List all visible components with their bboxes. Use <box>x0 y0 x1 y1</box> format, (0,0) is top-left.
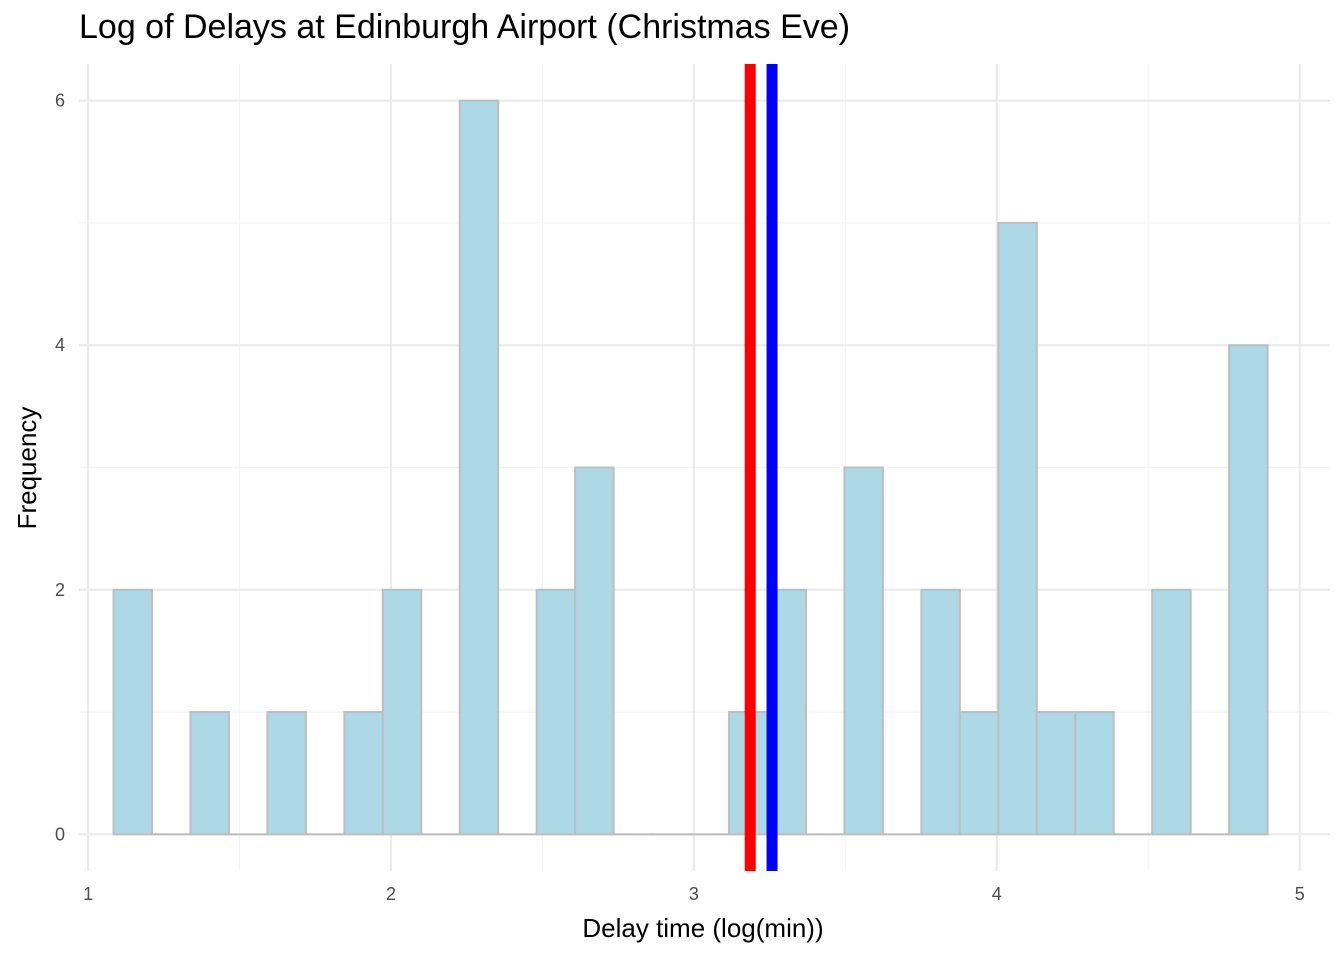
y-tick-label: 2 <box>55 580 65 600</box>
reference-lines <box>744 64 778 871</box>
histogram-bar <box>1074 711 1115 836</box>
histogram-bar <box>458 99 500 836</box>
histogram-bar <box>343 711 384 836</box>
y-axis-title: Frequency <box>12 407 42 530</box>
histogram-bar <box>535 588 577 836</box>
histogram-bar <box>112 588 154 836</box>
x-tick-label: 3 <box>689 884 699 904</box>
histogram-bar <box>843 466 884 836</box>
y-tick-label: 4 <box>55 335 65 355</box>
histogram-bar <box>189 711 230 836</box>
histogram-bar <box>958 711 1000 836</box>
y-tick-label: 6 <box>55 91 65 111</box>
histogram-bar <box>574 466 615 836</box>
y-tick-label: 0 <box>55 824 65 844</box>
histogram-bar <box>920 588 961 836</box>
histogram-bar <box>997 221 1038 836</box>
x-axis-title: Delay time (log(min)) <box>582 913 823 943</box>
x-tick-label: 2 <box>386 884 396 904</box>
histogram-bar <box>266 711 307 836</box>
histogram-bar <box>1035 711 1077 836</box>
axis-ticks: 1 2 3 4 5 0 2 4 6 <box>55 91 1305 904</box>
x-tick-label: 5 <box>1295 884 1305 904</box>
chart-title: Log of Delays at Edinburgh Airport (Chri… <box>79 8 851 46</box>
x-tick-label: 4 <box>992 884 1002 904</box>
histogram-bar <box>1151 588 1192 836</box>
x-tick-label: 1 <box>83 884 93 904</box>
histogram-bar <box>1228 344 1269 836</box>
histogram-bar <box>381 588 423 836</box>
